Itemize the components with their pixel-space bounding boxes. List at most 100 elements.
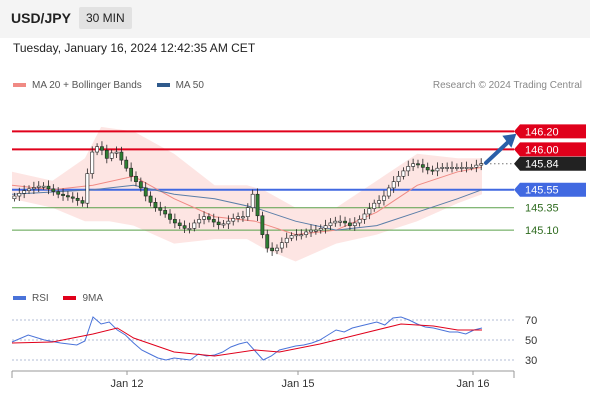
candle-body [304, 231, 309, 235]
candle-body [343, 220, 347, 224]
candle-body [61, 193, 65, 196]
candle-body [474, 164, 479, 168]
level-tag-145-84 [514, 156, 586, 171]
candle-body [284, 237, 289, 243]
candle-body [153, 202, 158, 208]
bollinger-band [12, 126, 482, 262]
x-tick-label: Jan 16 [456, 378, 489, 390]
candle-body [289, 235, 294, 239]
candle-body [12, 195, 17, 200]
price-chart: 146.20 146.00 145.84 145.55 145.35 145.10 [11, 124, 586, 262]
level-tag-146-20 [514, 124, 586, 139]
ma50-line [11, 184, 483, 231]
candle-body [216, 221, 221, 226]
candle-body [168, 213, 172, 220]
legend-rsi-ma: 9MA [82, 293, 104, 304]
candle-body [357, 219, 362, 224]
candle-body [313, 229, 318, 232]
candle-body [469, 167, 474, 169]
candle-body [182, 225, 187, 229]
candle-body [66, 195, 70, 198]
candle-body [231, 218, 236, 222]
candle-body [207, 216, 211, 220]
candle-body [17, 193, 22, 197]
rsi-tick-30: 30 [525, 355, 537, 367]
chart-header: USD/JPY 30 MIN [0, 0, 590, 38]
candle-body [391, 181, 396, 189]
rsi-line [11, 316, 483, 361]
candle-body [401, 170, 406, 177]
candle-body [294, 234, 299, 237]
candle-body [333, 220, 338, 224]
ma20-line [11, 166, 483, 236]
rsi-ma-swatch [63, 296, 77, 301]
price-legend: MA 20 + Bollinger Bands MA 50 [13, 80, 204, 91]
level-label-145-84: 145.84 [525, 159, 559, 171]
level-tag-145-55 [514, 182, 586, 197]
ma50-swatch [156, 83, 170, 88]
candle-body [56, 191, 61, 195]
candle-body [250, 193, 255, 208]
candle-body [454, 167, 459, 169]
candle-body [27, 188, 31, 191]
legend-ma50: MA 50 [175, 80, 204, 91]
candle-body [236, 216, 240, 219]
level-label-145-10: 145.10 [525, 225, 559, 237]
candle-body [372, 202, 377, 209]
candle-body [396, 175, 401, 182]
rsi-tick-50: 50 [525, 335, 537, 347]
candle-body [134, 175, 138, 182]
candle-body [172, 219, 177, 224]
candle-body [143, 187, 148, 197]
ma20-swatch [13, 83, 26, 88]
x-tick-label: Jan 12 [110, 378, 143, 390]
candle-body [479, 163, 484, 166]
candle-body [211, 219, 216, 223]
candle-body [275, 247, 279, 252]
candle-body [100, 146, 104, 151]
candle-body [70, 196, 75, 199]
candle-body [124, 159, 129, 169]
candle-body [260, 215, 265, 235]
candle-body [338, 220, 343, 223]
candle-body [31, 187, 36, 190]
credit-text: Research © 2024 Trading Central [432, 80, 582, 91]
candle-body [114, 151, 119, 154]
level-label-146-20: 146.20 [525, 126, 559, 138]
candle-body [416, 163, 420, 166]
symbol-title: USD/JPY [11, 10, 71, 26]
candle-body [386, 187, 391, 197]
candle-body [241, 216, 245, 219]
candle-body [138, 181, 143, 189]
candle-body [36, 185, 41, 188]
candle-body [245, 207, 250, 217]
candle-body [197, 219, 202, 224]
timestamp: Tuesday, January 16, 2024 12:42:35 AM CE… [13, 41, 256, 55]
rsi-tick-70: 70 [525, 315, 537, 327]
candle-body [255, 193, 260, 217]
candle-body [22, 190, 27, 194]
candle-body [323, 225, 328, 229]
candle-body [352, 222, 357, 226]
candle-body [279, 242, 284, 249]
candle-body [348, 222, 352, 226]
timeframe-badge[interactable]: 30 MIN [79, 7, 132, 29]
candle-body [80, 200, 85, 204]
candle-body [85, 173, 90, 204]
candle-body [464, 167, 469, 169]
candle-body [450, 167, 454, 169]
candle-body [104, 149, 109, 159]
candle-body [51, 188, 56, 192]
candle-body [420, 164, 425, 168]
candle-body [46, 185, 51, 190]
rsi-swatch [13, 296, 26, 301]
candle-body [299, 234, 304, 237]
candle-body [109, 152, 114, 159]
candle-body [270, 247, 275, 252]
candle-body [377, 200, 381, 204]
rsi-legend: RSI 9MA [13, 293, 103, 304]
candle-body [95, 146, 99, 153]
candle-body [221, 223, 226, 226]
candle-body [411, 163, 416, 167]
level-label-145-55: 145.55 [525, 185, 559, 197]
